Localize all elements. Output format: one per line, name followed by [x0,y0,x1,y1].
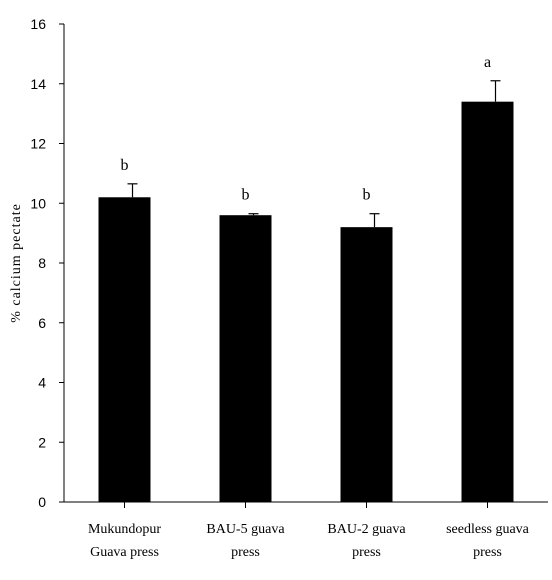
y-tick-label: 8 [38,255,46,271]
x-axis: Mukundopur Guava press BAU-5 guava press BAU… [64,501,548,560]
y-axis: 0 2 4 6 8 10 12 14 16 [30,16,65,510]
x-tick-label: seedless guava press [446,522,530,560]
y-tick-label: 2 [38,434,46,450]
y-tick-label: 10 [30,195,46,211]
bar [461,101,514,503]
y-tick-label: 12 [30,136,46,152]
y-axis-title: % calcium pectate [9,203,24,323]
y-tick-label: 16 [30,16,46,32]
significance-label: a [484,54,491,71]
y-tick-label: 0 [38,494,46,510]
significance-label: b [121,157,129,174]
y-tick-label: 4 [38,375,46,391]
x-tick-label: Mukundopur Guava press [88,522,161,560]
bar [98,197,151,502]
y-tick-label: 14 [30,76,46,92]
bar [340,227,393,502]
bar [219,215,272,502]
y-tick-label: 6 [38,315,46,331]
x-tick-label: BAU-5 guava press [206,522,285,560]
significance-label: b [363,187,371,204]
bars: b b b a [98,54,514,503]
significance-label: b [242,187,250,204]
x-tick-label: BAU-2 guava press [327,522,406,560]
